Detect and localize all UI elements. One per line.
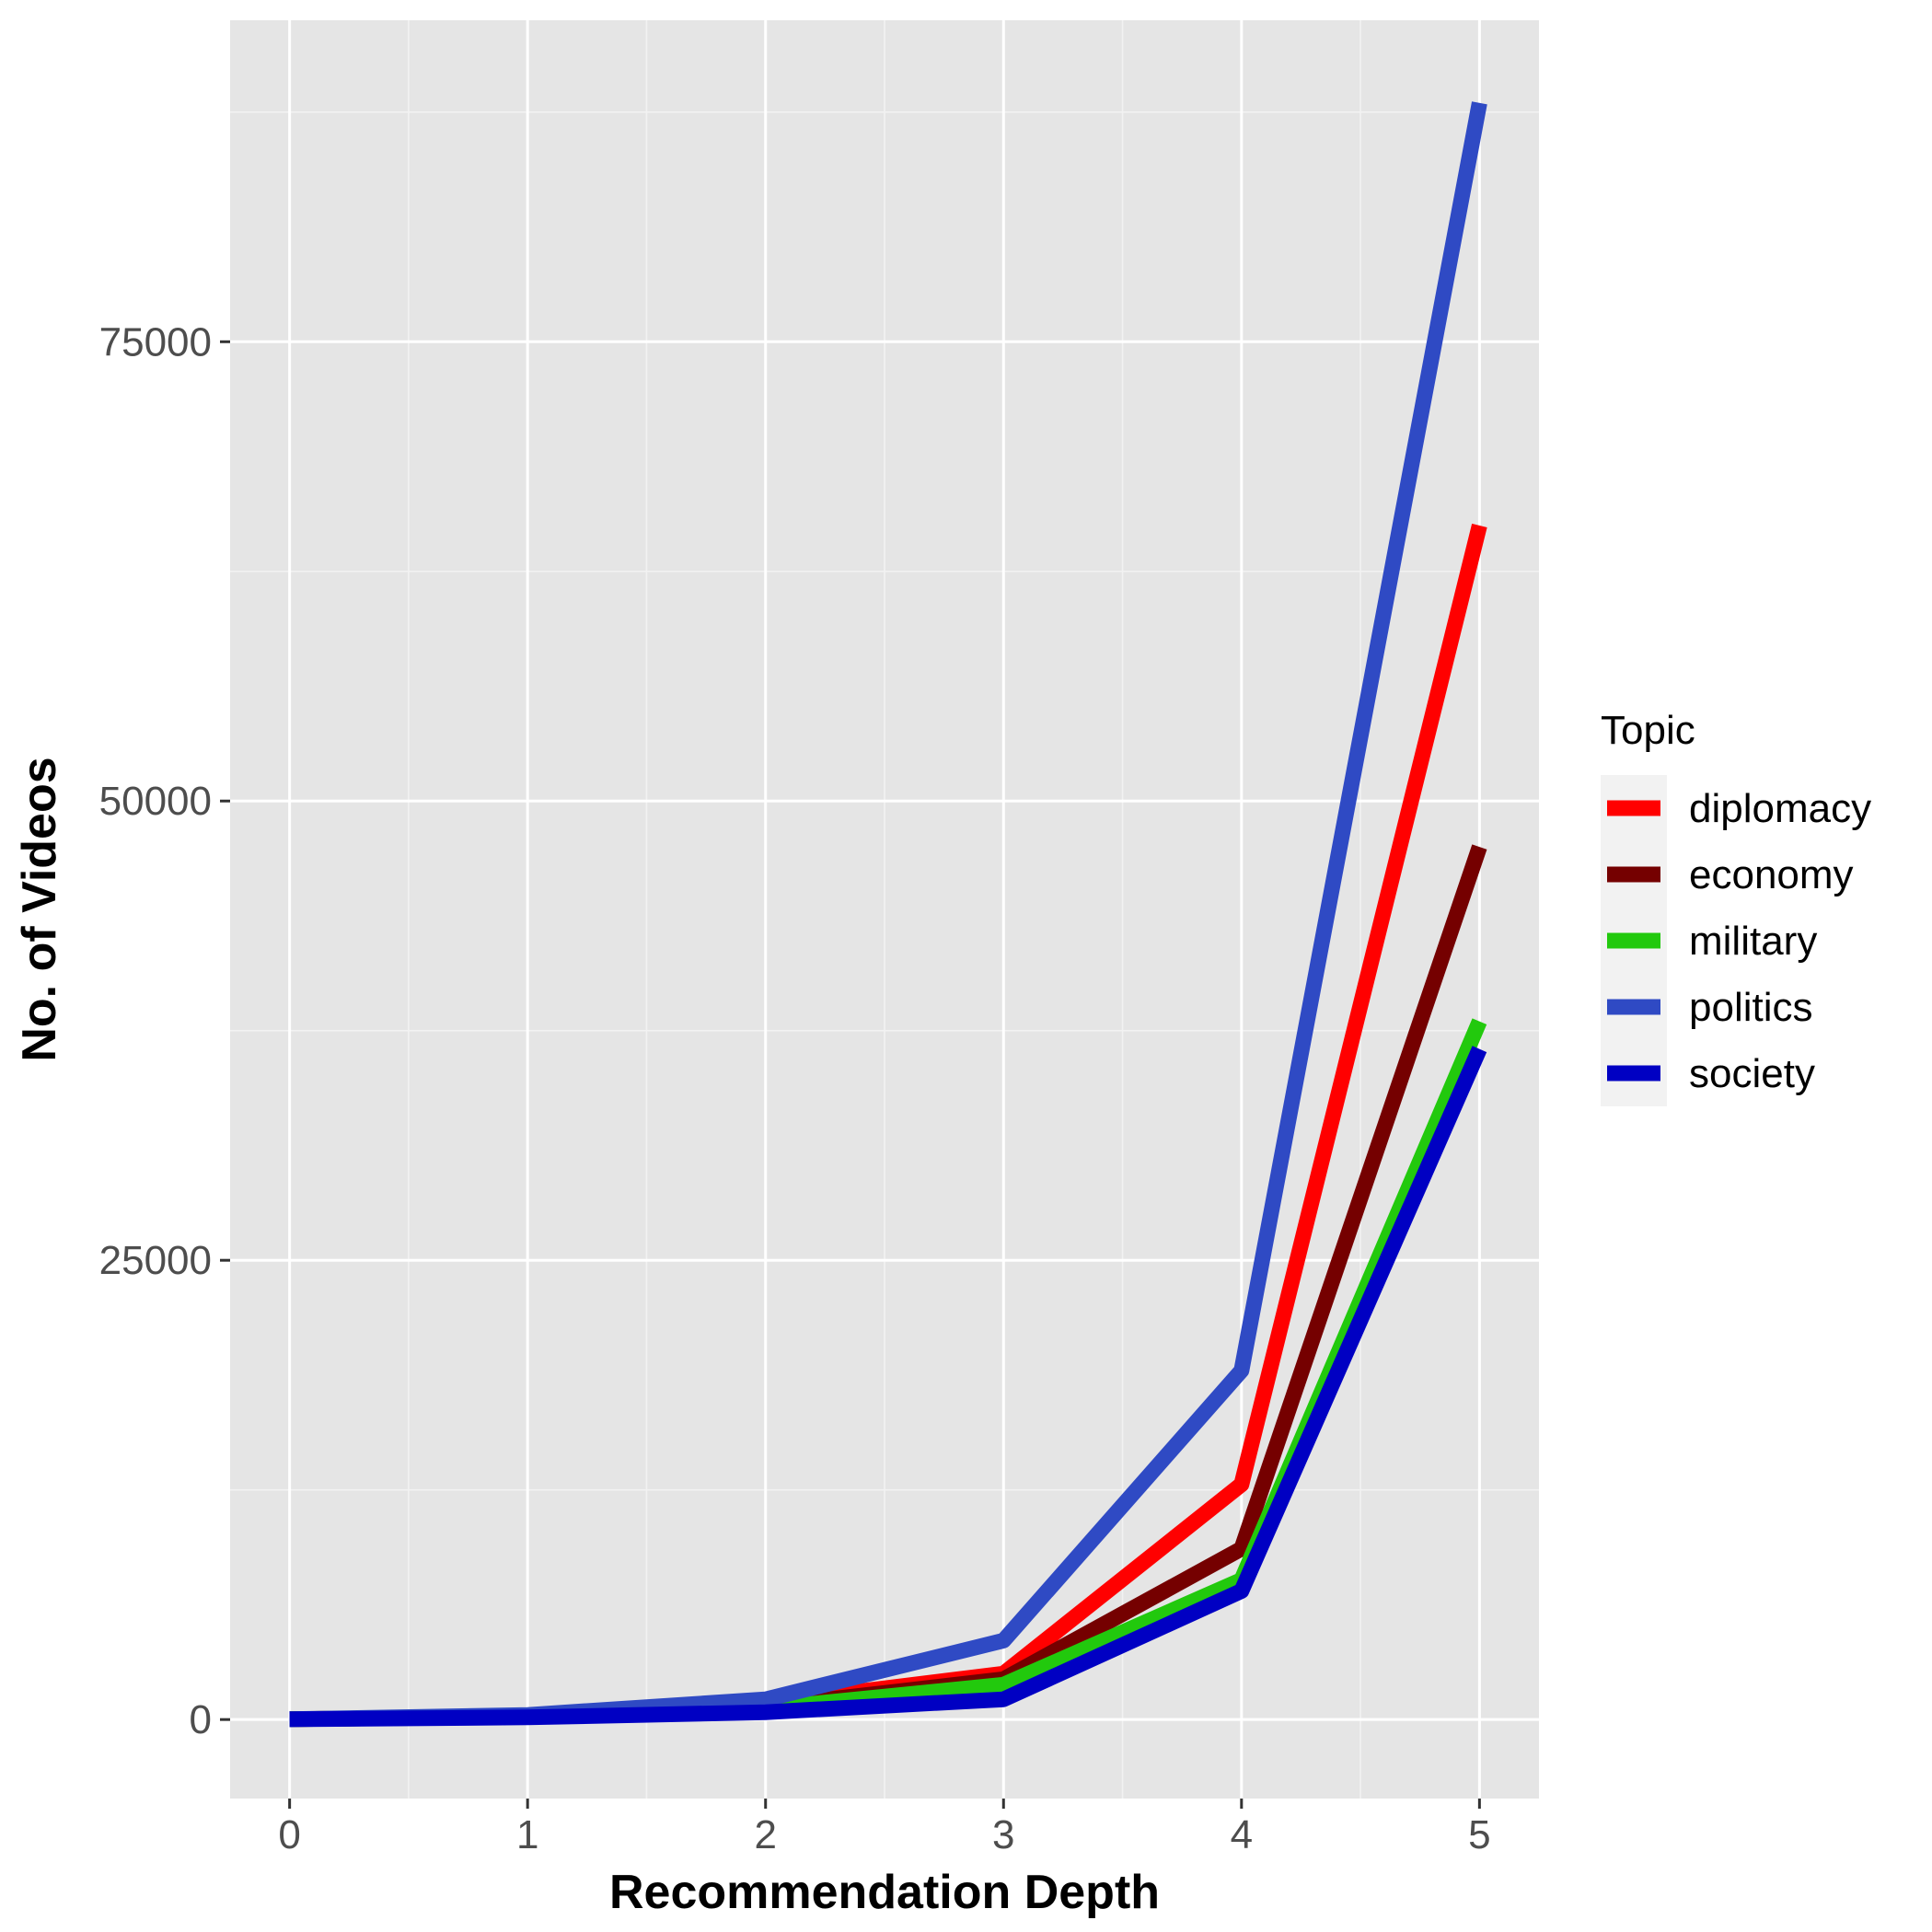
y-tick-label: 25000 xyxy=(99,1238,212,1283)
y-tick-label: 75000 xyxy=(99,319,212,364)
legend-label-economy: economy xyxy=(1689,852,1854,897)
series-line-society xyxy=(289,1046,1487,1728)
legend: Topic diplomacy economy military politics so… xyxy=(1601,708,1871,1106)
x-axis-title: Recommendation Depth xyxy=(609,1866,1160,1919)
x-tick-label: 2 xyxy=(754,1812,776,1857)
x-tick-label: 4 xyxy=(1231,1812,1253,1857)
legend-title: Topic xyxy=(1601,708,1695,753)
legend-label-society: society xyxy=(1689,1051,1815,1096)
x-tick-label: 5 xyxy=(1468,1812,1490,1857)
series-lines xyxy=(289,101,1487,1728)
minor-gridlines xyxy=(230,20,1539,1799)
x-tick-label: 1 xyxy=(516,1812,538,1857)
y-axis: 0 25000 50000 75000 xyxy=(99,319,230,1742)
legend-items: diplomacy economy military politics society xyxy=(1601,775,1871,1106)
legend-label-politics: politics xyxy=(1689,985,1813,1030)
y-tick-label: 0 xyxy=(190,1697,212,1742)
x-tick-label: 0 xyxy=(278,1812,300,1857)
x-tick-label: 3 xyxy=(992,1812,1014,1857)
y-axis-title: No. of Videos xyxy=(13,757,66,1061)
legend-label-diplomacy: diplomacy xyxy=(1689,786,1871,831)
x-axis: 0 1 2 3 4 5 xyxy=(278,1799,1491,1857)
legend-label-military: military xyxy=(1689,919,1817,964)
y-tick-label: 50000 xyxy=(99,779,212,824)
